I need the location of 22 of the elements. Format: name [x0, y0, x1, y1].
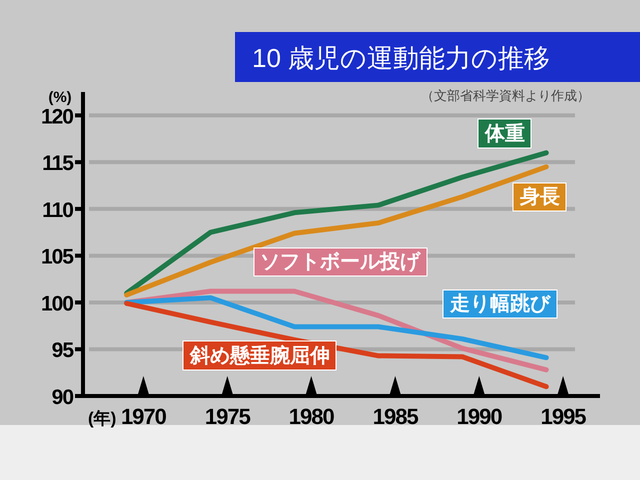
y-tick-label: 120	[40, 105, 74, 128]
chart-title: 10 歳児の運動能力の推移	[252, 43, 550, 73]
series-label: 斜め懸垂腕屈伸	[189, 344, 330, 367]
series-label: 身長	[519, 186, 560, 208]
series-label: 走り幅跳び	[449, 293, 551, 315]
y-tick-label: 105	[40, 246, 74, 269]
x-tick-label: 1970	[120, 404, 167, 429]
series-label: 体重	[484, 122, 525, 145]
y-tick-label: 115	[42, 152, 74, 176]
x-tick-label: 1985	[372, 404, 418, 429]
x-tick-label: 1995	[540, 404, 586, 429]
y-tick-label: 110	[42, 198, 74, 222]
x-tick-label: 1990	[456, 404, 502, 429]
annotation: （文部省科学資料より作成）	[421, 88, 590, 103]
series-label: ソフトボール投げ	[260, 251, 421, 273]
y-tick-label: 90	[52, 386, 74, 409]
x-axis-title: (年)	[88, 409, 116, 428]
x-tick-label: 1975	[204, 404, 251, 429]
y-axis-title: (%)	[48, 89, 72, 106]
x-tick-label: 1980	[288, 404, 335, 429]
y-tick-label: 95	[52, 339, 74, 362]
y-tick-label: 100	[40, 292, 74, 316]
